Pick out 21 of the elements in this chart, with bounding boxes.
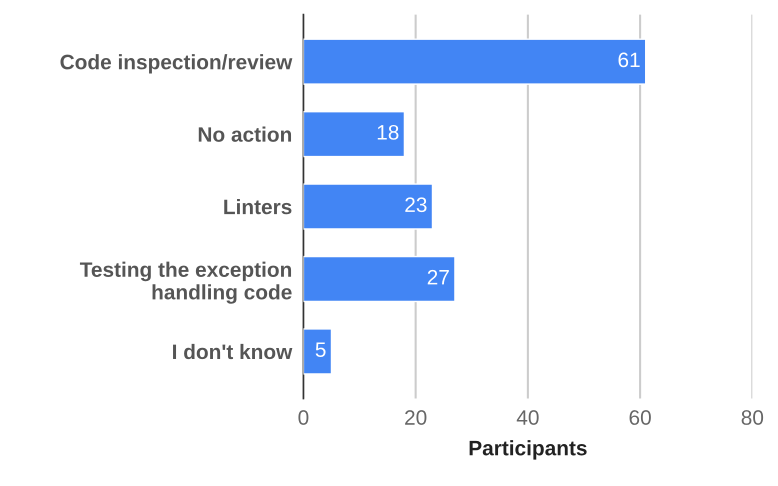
y-tick-label: Code inspection/review: [60, 54, 292, 74]
bar: [303, 183, 434, 230]
bar: [303, 38, 646, 85]
bar: [303, 328, 332, 375]
data-label: 18: [378, 124, 398, 140]
y-tick-label: No action: [198, 126, 292, 142]
y-tick-label: Testing the exception handling code: [80, 262, 292, 304]
bar: [303, 110, 406, 158]
data-label: 23: [405, 197, 427, 212]
x-tick-label: 40: [516, 410, 539, 425]
x-tick-label: 0: [298, 410, 308, 425]
bar: [303, 256, 456, 302]
x-tick-label: 60: [630, 410, 651, 425]
data-label: 61: [618, 52, 640, 68]
x-axis-title: Participants: [470, 440, 587, 460]
x-tick-label: 80: [742, 410, 764, 425]
x-tick-label: 20: [405, 410, 426, 425]
data-label: 5: [316, 342, 326, 358]
data-label: 27: [428, 270, 449, 284]
y-tick-label: I don't know: [173, 344, 292, 360]
y-tick-label: Linters: [224, 199, 292, 214]
